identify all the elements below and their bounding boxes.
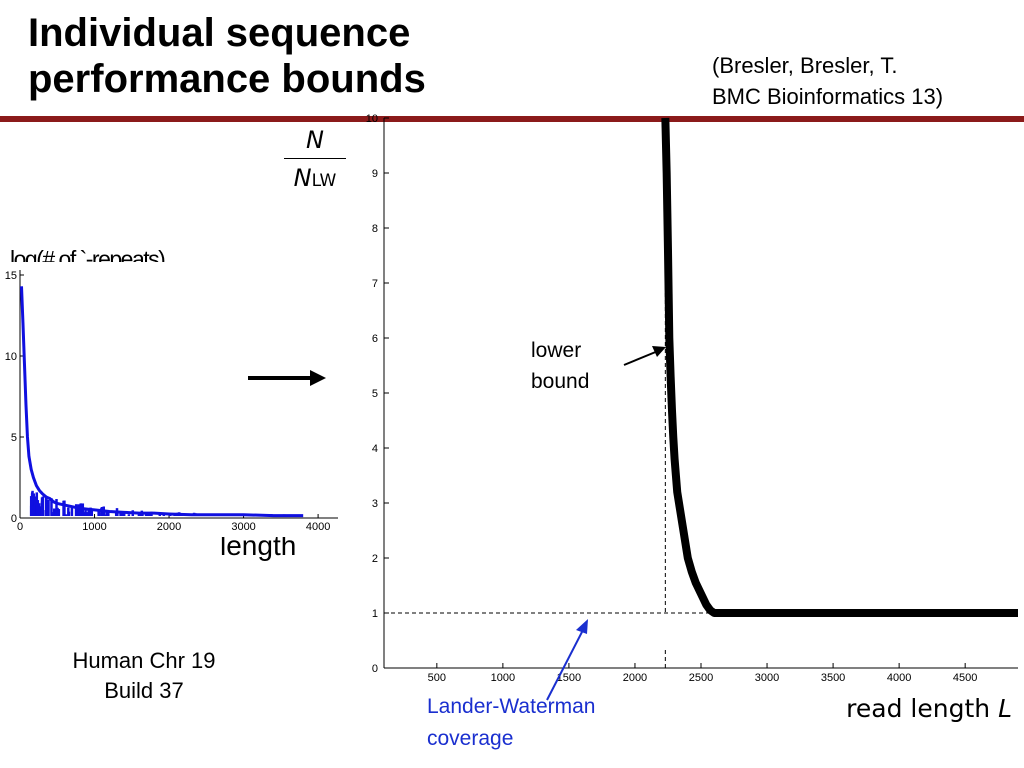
chromosome-line-2: Build 37 — [104, 678, 184, 703]
main-x-tick-label: 3000 — [755, 672, 779, 684]
main-x-tick-label: 3500 — [821, 672, 845, 684]
y-label-numerator: N — [306, 126, 324, 154]
title-line-2: performance bounds — [28, 57, 426, 101]
inset-arrow — [248, 370, 326, 386]
lander-waterman-annotation: Lander-Waterman coverage — [427, 619, 595, 750]
citation-line-1: (Bresler, Bresler, T. — [712, 53, 898, 78]
inset-arrow-head — [310, 370, 326, 386]
main-x-tick-label: 1000 — [491, 672, 515, 684]
main-x-tick-label: 500 — [428, 672, 446, 684]
lower-bound-annotation: lower bound — [531, 339, 666, 393]
lander-waterman-arrow-head — [576, 619, 588, 634]
slide-title: Individual sequence performance bounds — [28, 10, 426, 102]
lower-bound-line-1: lower — [531, 339, 581, 362]
citation: (Bresler, Bresler, T. BMC Bioinformatics… — [712, 50, 943, 112]
title-line-1: Individual sequence — [28, 11, 411, 55]
main-y-tick-label: 10 — [366, 113, 378, 125]
inset-y-ticks: 0 5 10 15 — [5, 270, 24, 525]
main-x-tick-label: 2000 — [623, 672, 647, 684]
lander-waterman-line-1: Lander-Waterman — [427, 695, 595, 718]
main-y-tick-label: 8 — [372, 223, 378, 235]
main-y-tick-label: 5 — [372, 388, 378, 400]
inset-x-tick-label: 1000 — [82, 521, 106, 533]
label-mask — [628, 615, 813, 647]
main-y-tick-label: 1 — [372, 608, 378, 620]
inset-noise-marks — [29, 490, 292, 516]
fraction-bar — [284, 158, 346, 159]
citation-line-2: BMC Bioinformatics 13) — [712, 84, 944, 109]
chromosome-label: Human Chr 19 Build 37 — [40, 646, 248, 706]
inset-y-tick-label: 5 — [11, 432, 17, 444]
main-y-tick-label: 7 — [372, 278, 378, 290]
lander-waterman-arrow-shaft — [546, 629, 584, 701]
inset-chart: 0 5 10 15 0 1000 2000 3000 4000 — [0, 262, 343, 537]
main-series-line — [661, 117, 1018, 617]
main-x-label: read length L — [846, 694, 1012, 723]
main-x-label-text: read length — [846, 694, 998, 723]
inset-x-tick-label: 0 — [17, 521, 23, 533]
lander-waterman-line-2: coverage — [427, 727, 513, 750]
main-y-tick-label: 9 — [372, 168, 378, 180]
title-divider — [0, 116, 1024, 122]
inset-y-tick-label: 15 — [5, 270, 17, 282]
main-y-tick-label: 6 — [372, 333, 378, 345]
main-y-tick-label: 2 — [372, 553, 378, 565]
main-x-tick-label: 4500 — [953, 672, 977, 684]
main-y-tick-label: 4 — [372, 443, 378, 455]
inset-y-tick-label: 0 — [11, 513, 17, 525]
inset-x-tick-label: 4000 — [306, 521, 330, 533]
y-label-denominator-sub: LW — [311, 171, 337, 191]
y-axis-label: N NLW — [284, 124, 346, 196]
main-y-tick-label: 3 — [372, 498, 378, 510]
main-x-label-var: L — [998, 694, 1012, 723]
chromosome-line-1: Human Chr 19 — [72, 648, 216, 673]
y-label-denominator: NLW — [284, 163, 346, 196]
inset-x-tick-label: 3000 — [231, 521, 255, 533]
lower-bound-line-2: bound — [531, 370, 589, 393]
main-x-tick-label: 1500 — [557, 672, 581, 684]
main-x-tick-label: 2500 — [689, 672, 713, 684]
inset-x-ticks: 0 1000 2000 3000 4000 — [17, 514, 330, 533]
y-label-denominator-var: N — [293, 164, 312, 192]
main-y-tick-label: 0 — [372, 663, 378, 675]
inset-y-tick-label: 10 — [5, 351, 17, 363]
main-chart: 0 1 2 3 4 5 6 7 8 9 10 500 1000 1500 2000 2500 3000 3500… — [366, 113, 1018, 723]
inset-x-tick-label: 2000 — [157, 521, 181, 533]
inset-background — [0, 262, 343, 537]
main-y-ticks: 0 1 2 3 4 5 6 7 8 9 10 — [366, 113, 389, 675]
inset-series-line — [19, 286, 304, 518]
main-x-ticks: 500 1000 1500 2000 2500 3000 3500 4000 4500 — [428, 663, 977, 684]
lower-bound-arrow-head — [652, 346, 666, 357]
main-x-tick-label: 4000 — [887, 672, 911, 684]
lower-bound-arrow-shaft — [623, 350, 659, 366]
